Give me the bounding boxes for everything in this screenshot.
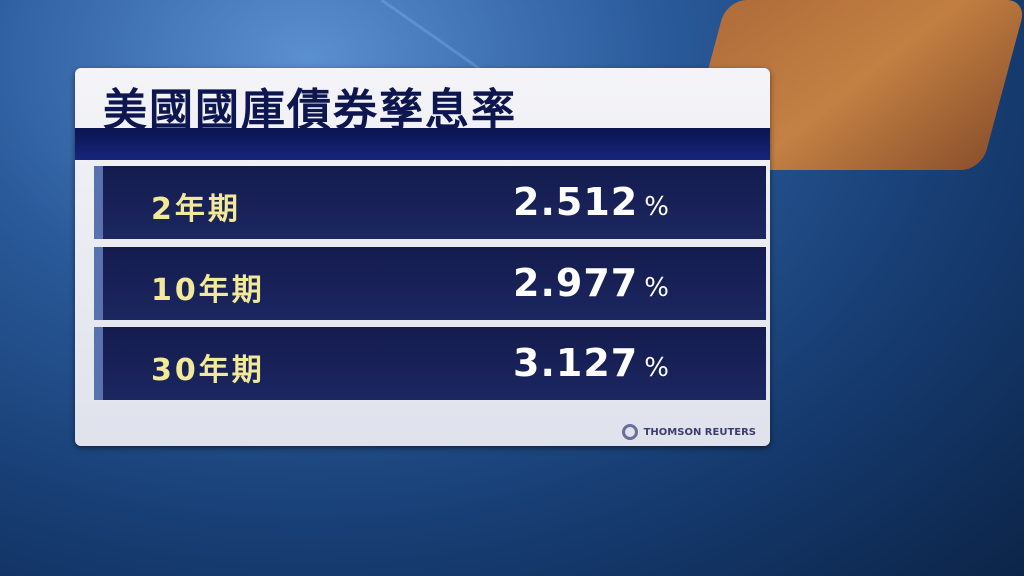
yield-value: 3.127% bbox=[513, 341, 670, 385]
title-band bbox=[75, 128, 770, 160]
term-label: 2年期 bbox=[151, 192, 241, 227]
term-label: 10年期 bbox=[151, 273, 265, 308]
thomson-reuters-icon bbox=[621, 424, 638, 440]
yield-row: 2年期 2.512% bbox=[94, 166, 766, 239]
term-label: 30年期 bbox=[151, 353, 265, 388]
bond-yield-panel: 美國國庫債券孳息率 2年期 2.512% 10年期 2.977% 30年期 3.… bbox=[75, 68, 770, 446]
yield-value: 2.512% bbox=[513, 180, 670, 224]
yield-value: 2.977% bbox=[513, 261, 670, 305]
yield-row: 10年期 2.977% bbox=[94, 247, 766, 320]
source-text: THOMSON REUTERS bbox=[643, 426, 756, 438]
panel-title: 美國國庫債券孳息率 bbox=[103, 85, 517, 136]
yield-row: 30年期 3.127% bbox=[94, 327, 766, 400]
source-logo: THOMSON REUTERS bbox=[621, 424, 756, 440]
